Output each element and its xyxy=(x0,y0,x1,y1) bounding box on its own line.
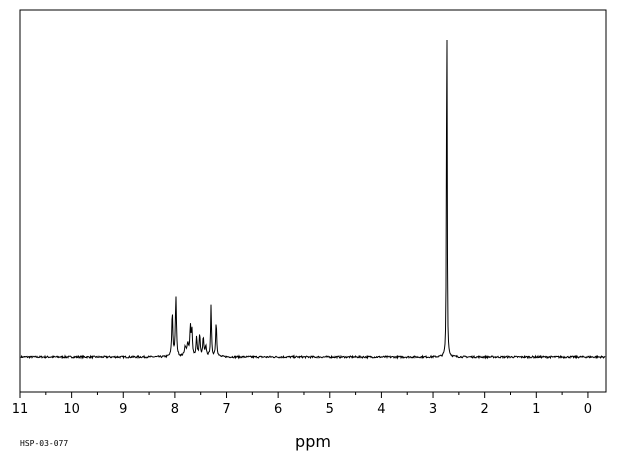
x-tick-label: 5 xyxy=(326,402,334,417)
x-axis-label: ppm xyxy=(295,432,331,451)
x-tick-label: 4 xyxy=(377,402,385,417)
sample-id-label: HSP-03-077 xyxy=(20,439,68,448)
x-tick-label: 9 xyxy=(119,402,127,417)
x-tick-label: 8 xyxy=(171,402,179,417)
x-tick-label: 6 xyxy=(274,402,282,417)
spectrum-trace xyxy=(20,39,606,360)
x-tick-label: 0 xyxy=(584,402,592,417)
x-tick-label: 2 xyxy=(481,402,489,417)
x-tick-label: 7 xyxy=(222,402,230,417)
x-tick-label: 10 xyxy=(63,402,80,417)
x-tick-label: 3 xyxy=(429,402,437,417)
x-tick-label: 1 xyxy=(532,402,540,417)
x-axis-ticks: 11 10 9 8 7 6 5 4 3 2 1 0 xyxy=(12,392,592,417)
x-tick-label: 11 xyxy=(12,402,29,417)
plot-frame xyxy=(19,9,607,393)
